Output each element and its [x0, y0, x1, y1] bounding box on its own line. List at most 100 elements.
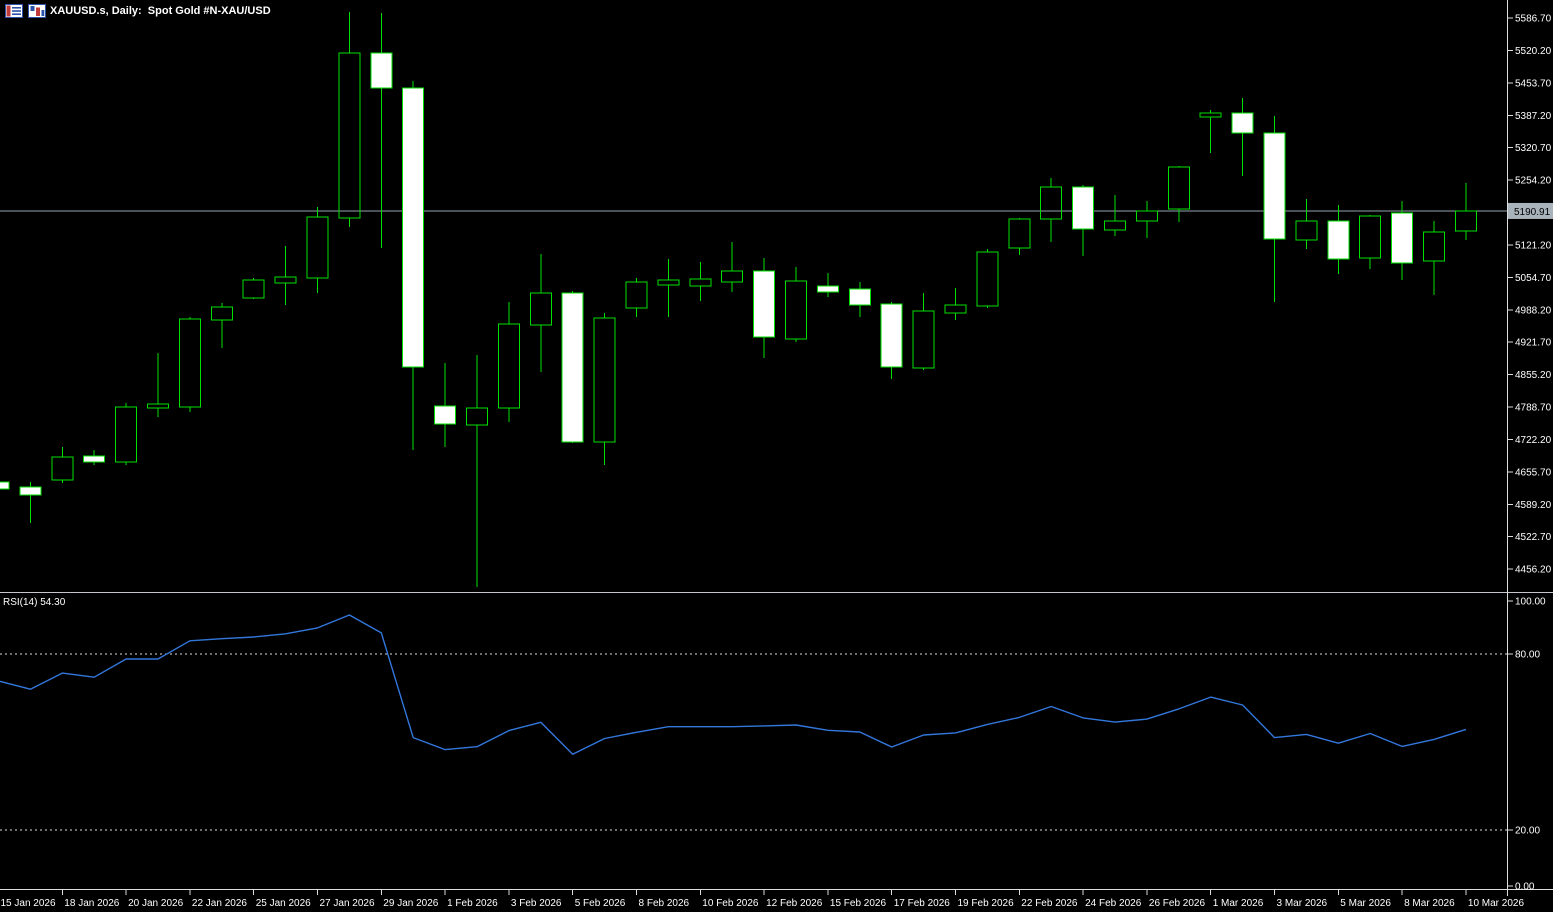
candle	[753, 258, 776, 359]
date-label: 27 Jan 2026	[320, 898, 375, 909]
candle	[338, 12, 361, 228]
date-label: 5 Feb 2026	[575, 898, 626, 909]
candle-body	[147, 403, 169, 409]
date-label: 3 Feb 2026	[511, 898, 562, 909]
candle	[1391, 201, 1414, 281]
chart-window-icon[interactable]	[28, 4, 46, 23]
candle-body	[880, 303, 903, 368]
candle-body	[1263, 132, 1286, 240]
candle	[402, 80, 425, 451]
price-axis-label: 4722.20	[1515, 435, 1552, 446]
price-axis-label: 5121.20	[1515, 240, 1552, 251]
date-label: 26 Feb 2026	[1149, 898, 1206, 909]
candlesticks	[0, 12, 1477, 588]
candle-body	[753, 270, 776, 338]
date-label: 1 Feb 2026	[447, 898, 498, 909]
price-axis-label: 5586.70	[1515, 14, 1552, 25]
date-label: 3 Mar 2026	[1277, 898, 1328, 909]
candle-body	[1327, 220, 1350, 260]
window-menu-icon[interactable]	[5, 4, 23, 23]
candle	[19, 482, 42, 524]
candle	[51, 447, 74, 484]
candle-body	[721, 270, 744, 283]
candle	[1104, 195, 1126, 237]
price-axis-label: 4522.70	[1515, 532, 1552, 543]
candle	[466, 355, 488, 588]
date-label: 29 Jan 2026	[383, 898, 438, 909]
candle	[434, 363, 457, 448]
candle-body	[944, 304, 967, 314]
current-price-tag	[1508, 202, 1553, 219]
rsi-line	[0, 614, 1467, 755]
current-price-tag-label: 5190.91	[1514, 207, 1551, 218]
chart-titlebar: XAUUSD.s, Daily: Spot Gold #N-XAU/USD	[0, 0, 600, 22]
candle-body	[466, 407, 488, 426]
candle-body	[912, 310, 935, 369]
price-axis-label: 4589.20	[1515, 500, 1552, 511]
date-label: 25 Jan 2026	[256, 898, 311, 909]
price-axis-label: 4456.20	[1515, 565, 1552, 576]
candle	[976, 249, 999, 309]
rsi-axis-label: 80.00	[1515, 650, 1540, 661]
candle	[848, 282, 871, 318]
candle	[1454, 183, 1477, 241]
candle	[625, 278, 648, 318]
date-label: 8 Mar 2026	[1404, 898, 1455, 909]
candle-body	[83, 455, 106, 463]
candle	[274, 246, 297, 306]
candle-body	[1231, 112, 1254, 134]
candle-body	[529, 292, 552, 326]
candle	[1359, 215, 1382, 270]
candle-body	[1135, 210, 1158, 222]
price-axis-label: 5520.20	[1515, 46, 1552, 57]
chart-title: XAUUSD.s, Daily: Spot Gold #N-XAU/USD	[50, 5, 271, 17]
candle	[944, 288, 967, 321]
candle-body	[1008, 218, 1031, 249]
candle	[1295, 199, 1318, 250]
candle-body	[115, 406, 138, 463]
candle	[1423, 221, 1445, 296]
candle-body	[689, 278, 712, 287]
date-label: 15 Feb 2026	[830, 898, 887, 909]
price-axis-label: 4655.70	[1515, 467, 1552, 478]
candle-body	[370, 52, 393, 89]
candle	[497, 302, 520, 423]
candle	[657, 259, 680, 318]
candle-body	[210, 306, 233, 321]
candle-body	[306, 216, 329, 279]
candle	[1199, 109, 1222, 154]
rsi-indicator-label: RSI(14) 54.30	[3, 597, 66, 608]
candle-body	[402, 87, 425, 368]
candle-body	[1359, 215, 1382, 259]
candle	[83, 450, 106, 466]
candle	[115, 403, 138, 466]
candle	[1008, 218, 1031, 256]
candle-body	[657, 279, 680, 286]
candle	[1072, 185, 1095, 257]
candle	[1327, 205, 1350, 275]
date-label: 19 Feb 2026	[958, 898, 1015, 909]
candle-body	[51, 456, 74, 481]
candle	[178, 317, 201, 413]
candle-body	[1167, 166, 1190, 210]
candle	[1167, 166, 1190, 223]
candle	[0, 481, 10, 490]
date-label: 10 Mar 2026	[1468, 898, 1525, 909]
candle-body	[816, 285, 839, 293]
candle	[721, 242, 744, 293]
date-label: 8 Feb 2026	[639, 898, 690, 909]
candle	[1040, 178, 1063, 243]
candle-body	[0, 481, 10, 490]
candle-body	[434, 405, 457, 425]
rsi-axis-label: 0.00	[1515, 882, 1535, 893]
price-axis-label: 5054.70	[1515, 273, 1552, 284]
candle	[529, 254, 552, 373]
price-axis-label: 5254.20	[1515, 176, 1552, 187]
candle-body	[1040, 186, 1063, 220]
price-axis-label: 4788.70	[1515, 403, 1552, 414]
date-label: 20 Jan 2026	[128, 898, 183, 909]
candle-body	[1199, 112, 1222, 118]
price-axis-label: 4921.70	[1515, 338, 1552, 349]
candle	[370, 13, 393, 249]
